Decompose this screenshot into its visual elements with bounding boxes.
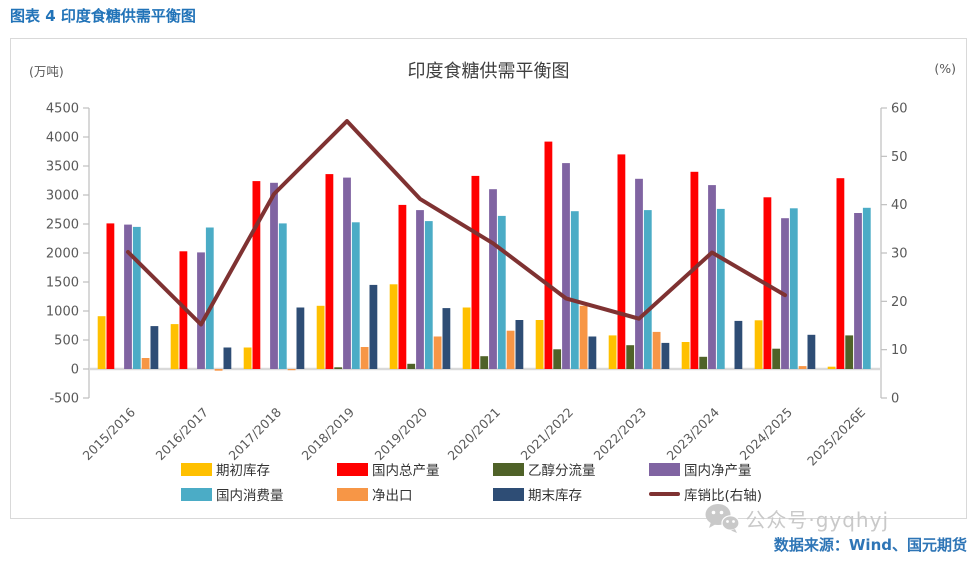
svg-text:3500: 3500 xyxy=(46,160,79,175)
svg-text:50: 50 xyxy=(891,150,908,165)
legend-item: 国内总产量 xyxy=(337,461,493,479)
watermark: 公众号·gyqhyj xyxy=(705,503,889,533)
chart-title: 印度食糖供需平衡图 xyxy=(407,61,570,82)
svg-text:2021/2022: 2021/2022 xyxy=(518,405,577,464)
legend-label: 乙醇分流量 xyxy=(528,463,596,479)
legend-item: 期末库存 xyxy=(493,486,649,504)
svg-text:2015/2016: 2015/2016 xyxy=(80,404,139,463)
legend-swatch xyxy=(181,487,212,501)
svg-text:10: 10 xyxy=(891,343,908,358)
watermark-text: 公众号·gyqhyj xyxy=(745,507,889,532)
legend-item: 库销比(右轴) xyxy=(649,486,869,504)
legend-swatch xyxy=(337,487,368,501)
legend-label: 期初库存 xyxy=(216,463,270,479)
svg-text:2022/2023: 2022/2023 xyxy=(591,405,650,464)
legend-label: 库销比(右轴) xyxy=(684,488,763,504)
svg-text:-500: -500 xyxy=(49,392,79,407)
svg-text:500: 500 xyxy=(54,334,79,349)
chart-panel: 印度食糖供需平衡图 (万吨) (%) 4500 4000 3500 3000 2500 2… xyxy=(10,38,967,519)
svg-text:2025/2026E: 2025/2026E xyxy=(804,404,868,468)
svg-text:2020/2021: 2020/2021 xyxy=(445,405,504,464)
svg-text:3000: 3000 xyxy=(46,189,79,204)
svg-text:4000: 4000 xyxy=(46,131,79,146)
svg-text:2017/2018: 2017/2018 xyxy=(226,404,285,463)
legend-swatch xyxy=(181,462,212,476)
legend-item: 国内消费量 xyxy=(181,486,337,504)
legend-row-2: 国内消费量 净出口 期末库存 库销比(右轴) xyxy=(181,486,869,504)
legend-swatch xyxy=(649,462,680,476)
legend-row-1: 期初库存 国内总产量 乙醇分流量 国内净产量 xyxy=(181,461,869,479)
svg-text:40: 40 xyxy=(891,198,908,213)
page-title: 图表 4 印度食糖供需平衡图 xyxy=(10,7,196,25)
source-note: 数据来源：Wind、国元期货 xyxy=(773,536,967,554)
svg-text:2500: 2500 xyxy=(46,218,79,233)
svg-text:1000: 1000 xyxy=(46,305,79,320)
svg-text:2016/2017: 2016/2017 xyxy=(153,405,212,464)
svg-text:2023/2024: 2023/2024 xyxy=(664,404,723,463)
svg-text:2018/2019: 2018/2019 xyxy=(299,404,358,463)
legend-label: 国内净产量 xyxy=(684,463,752,479)
svg-text:2000: 2000 xyxy=(46,247,79,262)
legend-item: 国内净产量 xyxy=(649,461,869,479)
right-axis-unit: (%) xyxy=(934,61,956,76)
legend-item: 期初库存 xyxy=(181,461,337,479)
legend-label: 净出口 xyxy=(372,488,413,504)
legend-line-swatch xyxy=(649,492,680,496)
legend-item: 净出口 xyxy=(337,486,493,504)
legend-swatch xyxy=(337,462,368,476)
svg-text:60: 60 xyxy=(891,102,908,117)
svg-text:0: 0 xyxy=(71,363,79,378)
wechat-icon xyxy=(705,504,740,533)
legend-swatch xyxy=(493,487,524,501)
svg-text:2024/2025: 2024/2025 xyxy=(737,405,796,464)
svg-text:0: 0 xyxy=(891,392,899,407)
legend-label: 期末库存 xyxy=(528,488,582,504)
svg-text:20: 20 xyxy=(891,295,908,310)
legend-item: 乙醇分流量 xyxy=(493,461,649,479)
legend-swatch xyxy=(493,462,524,476)
svg-text:2019/2020: 2019/2020 xyxy=(372,404,431,463)
svg-text:4500: 4500 xyxy=(46,102,79,117)
svg-text:1500: 1500 xyxy=(46,276,79,291)
legend-label: 国内消费量 xyxy=(216,488,284,504)
svg-text:30: 30 xyxy=(891,247,908,262)
left-axis-unit: (万吨) xyxy=(29,64,64,79)
legend-label: 国内总产量 xyxy=(372,463,440,479)
chart-plot: 450040003500300025002000150010005000-500… xyxy=(46,102,908,469)
